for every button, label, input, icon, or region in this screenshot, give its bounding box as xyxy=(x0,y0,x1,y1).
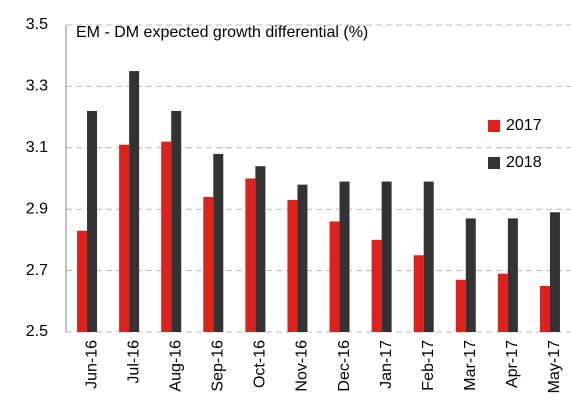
x-tick-label: Dec-16 xyxy=(336,340,353,392)
bar xyxy=(423,181,434,332)
x-tick-label: Aug-16 xyxy=(167,340,184,392)
bar xyxy=(455,279,466,332)
legend-swatch xyxy=(488,120,500,132)
bar xyxy=(287,199,298,332)
legend-swatch xyxy=(488,157,500,169)
x-tick-label: Feb-17 xyxy=(420,340,437,391)
bar xyxy=(245,178,256,332)
bar xyxy=(413,255,424,332)
y-tick-label: 3.3 xyxy=(26,78,48,95)
x-tick-label: Jul-16 xyxy=(125,340,142,384)
y-tick-label: 2.7 xyxy=(26,262,48,279)
y-tick-label: 2.9 xyxy=(26,200,48,217)
bar xyxy=(507,218,518,332)
bar xyxy=(497,273,508,332)
bar xyxy=(381,181,392,332)
bar xyxy=(329,221,340,332)
bar xyxy=(203,196,214,332)
x-tick-label: Oct-16 xyxy=(252,340,269,388)
y-tick-label: 3.5 xyxy=(26,16,48,33)
bar xyxy=(297,184,308,332)
bar xyxy=(549,212,560,332)
bar xyxy=(77,230,88,332)
x-tick-label: Mar-17 xyxy=(462,340,479,391)
x-tick-label: May-17 xyxy=(546,340,563,393)
bar xyxy=(213,153,224,332)
bar xyxy=(255,166,266,332)
bar xyxy=(171,110,182,333)
x-tick-label: Apr-17 xyxy=(504,340,521,388)
bar xyxy=(371,239,382,332)
bar xyxy=(539,285,550,332)
chart-title: EM - DM expected growth differential (%) xyxy=(76,24,368,41)
bar xyxy=(87,110,98,333)
x-tick-label: Sep-16 xyxy=(210,340,227,392)
bar xyxy=(465,218,476,332)
x-tick-label: Nov-16 xyxy=(294,340,311,392)
bar xyxy=(339,181,350,332)
y-tick-label: 2.5 xyxy=(26,323,48,340)
x-tick-label: Jun-16 xyxy=(83,340,100,389)
legend-label: 2017 xyxy=(506,117,542,134)
bar xyxy=(119,144,130,332)
legend-label: 2018 xyxy=(506,154,542,171)
bar xyxy=(161,141,172,332)
y-tick-label: 3.1 xyxy=(26,139,48,156)
x-tick-label: Jan-17 xyxy=(378,340,395,389)
bar xyxy=(129,71,140,333)
